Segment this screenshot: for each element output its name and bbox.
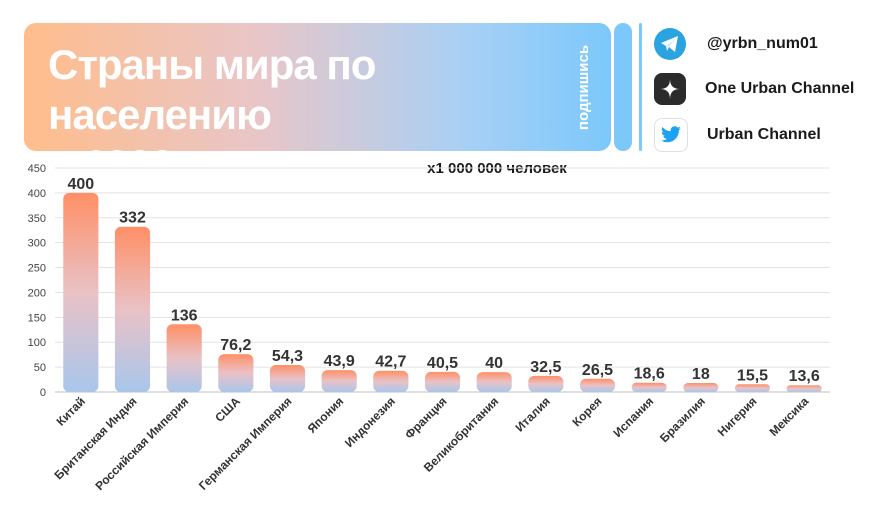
bar	[528, 375, 564, 392]
bar	[786, 385, 822, 392]
y-tick-label: 400	[28, 188, 46, 200]
bar	[579, 378, 616, 392]
y-tick-label: 450	[28, 163, 46, 175]
bar-value-label: 332	[119, 210, 146, 227]
bar	[218, 354, 254, 392]
x-tick-label: Мексика	[767, 394, 812, 439]
bar-value-label: 13,6	[789, 368, 820, 385]
bar-value-label: 15,5	[737, 367, 768, 384]
bar-value-label: 26,5	[582, 362, 613, 379]
social-zen[interactable]: One Urban Channel	[654, 73, 854, 105]
x-tick-label: Нигерия	[715, 394, 760, 439]
bars	[63, 192, 822, 392]
bar-value-label: 54,3	[272, 348, 303, 365]
bar	[166, 324, 202, 392]
social-telegram[interactable]: @yrbn_num01	[654, 28, 818, 60]
bar-value-label: 42,7	[375, 354, 406, 371]
y-tick-label: 0	[40, 387, 46, 399]
x-tick-label: Корея	[569, 394, 604, 429]
bar-value-label: 32,5	[530, 359, 561, 376]
y-tick-label: 350	[28, 213, 46, 225]
bar	[631, 382, 667, 392]
bar	[476, 372, 512, 392]
bar	[373, 370, 409, 392]
telegram-icon	[654, 28, 686, 60]
twitter-icon	[654, 118, 688, 152]
bar	[114, 226, 151, 392]
x-tick-label: Германская Империя	[196, 394, 295, 493]
yandex-zen-icon	[654, 73, 686, 105]
bar	[683, 383, 719, 392]
y-tick-label: 300	[28, 238, 46, 250]
bar	[269, 364, 306, 392]
x-tick-label: Япония	[305, 394, 347, 436]
title-line-1: Страны мира по населению	[48, 41, 376, 138]
x-tick-label: Индонезия	[342, 394, 398, 450]
y-tick-label: 100	[28, 337, 46, 349]
bar-value-label: 43,9	[324, 353, 355, 370]
y-tick-label: 200	[28, 287, 46, 299]
bar-value-label: 76,2	[220, 337, 251, 354]
bar	[321, 370, 357, 392]
twitter-label: Urban Channel	[707, 126, 821, 143]
separator-line	[639, 23, 642, 151]
separator-bar	[614, 23, 632, 151]
x-tick-label: Российская Империя	[92, 394, 191, 493]
title-line-2: в 1900 году.	[48, 141, 280, 188]
value-labels: 400 332 136 76,2 54,3 43,9 42,7 40,5 40 32,5 26,5 1…	[67, 176, 819, 385]
bar	[424, 371, 461, 392]
bar	[734, 384, 771, 392]
bar-value-label: 136	[171, 307, 198, 324]
bar-value-label: 40,5	[427, 355, 458, 372]
x-tick-label: Испания	[610, 394, 656, 440]
page-title: Страны мира по населению в 1900 году.	[48, 40, 568, 190]
bar-value-label: 18,6	[634, 366, 665, 383]
bar-value-label: 40	[485, 355, 503, 372]
chart-grid	[55, 167, 830, 393]
social-twitter[interactable]: Urban Channel	[654, 118, 821, 152]
x-tick-label: Италия	[513, 394, 553, 434]
bar	[63, 192, 99, 392]
y-axis: 0 50 100 150 200 250 300 350 400 450	[28, 163, 46, 399]
y-tick-label: 250	[28, 263, 46, 275]
title-banner	[24, 23, 611, 151]
bar-value-label: 18	[692, 366, 710, 383]
y-tick-label: 150	[28, 312, 46, 324]
x-tick-label: Франция	[402, 394, 450, 442]
bar-value-label: 400	[67, 176, 94, 193]
zen-label: One Urban Channel	[705, 80, 855, 97]
x-tick-label: Бразилия	[657, 394, 708, 445]
x-tick-label: Китай	[54, 394, 88, 428]
telegram-label: @yrbn_num01	[707, 35, 818, 52]
x-tick-label: США	[212, 394, 243, 425]
y-tick-label: 50	[34, 362, 46, 374]
